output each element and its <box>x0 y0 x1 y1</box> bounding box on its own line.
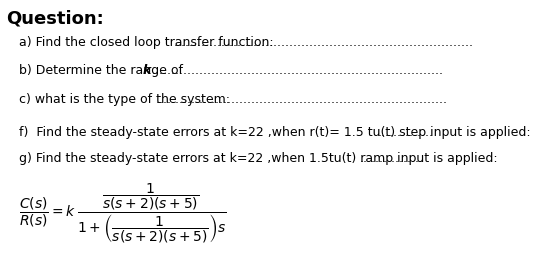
Text: .........................................................................: ........................................… <box>156 93 448 106</box>
Text: a) Find the closed loop transfer function:: a) Find the closed loop transfer functio… <box>19 36 274 49</box>
Text: g) Find the steady-state errors at k=22 ,when 1.5tu(t) ramp input is applied:: g) Find the steady-state errors at k=22 … <box>19 152 498 165</box>
Text: ...........................................................................: ........................................… <box>174 36 474 49</box>
Text: ..............: .............. <box>378 126 434 139</box>
Text: f)  Find the steady-state errors at k=22 ,when r(t)= 1.5 tu(t) step input is app: f) Find the steady-state errors at k=22 … <box>19 126 531 139</box>
Text: ................: ................ <box>360 152 424 165</box>
Text: Question:: Question: <box>6 9 104 27</box>
Text: .........................................................................: ........................................… <box>152 64 444 77</box>
Text: $\dfrac{C(s)}{R(s)} = \mathit{k} \; \dfrac{\dfrac{1}{s(s+2)(s+5)}}{1 + \left(\df: $\dfrac{C(s)}{R(s)} = \mathit{k} \; \dfr… <box>19 181 227 245</box>
Text: b) Determine the range of: b) Determine the range of <box>19 64 187 77</box>
Text: c) what is the type of the system:: c) what is the type of the system: <box>19 93 230 106</box>
Text: k: k <box>143 64 151 77</box>
